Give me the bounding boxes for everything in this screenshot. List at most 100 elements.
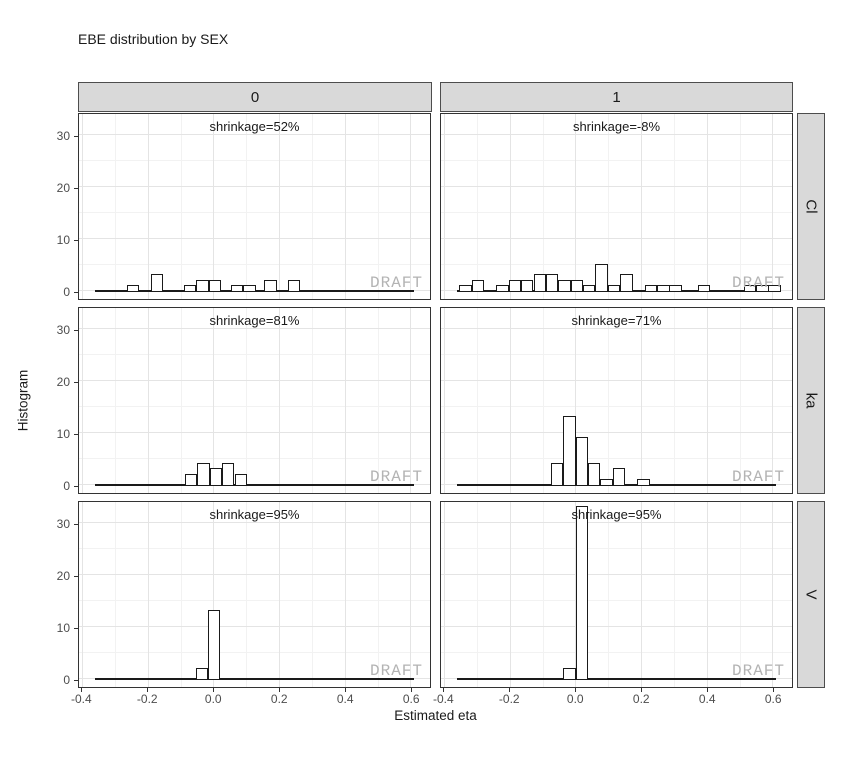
x-tick-mark	[443, 688, 445, 692]
histogram-bar	[657, 284, 670, 292]
x-tick-label: 0.6	[764, 692, 782, 706]
y-tick-label: 30	[56, 129, 70, 143]
gridline-major	[79, 328, 430, 329]
gridline-major	[147, 502, 149, 687]
x-tick-label: 0.0	[566, 692, 584, 706]
histogram-bar	[230, 284, 243, 292]
x-tick-mark	[147, 688, 149, 692]
facet-row-strip-v: V	[797, 501, 825, 688]
gridline-minor	[79, 406, 430, 407]
x-tick-mark	[575, 688, 577, 692]
x-tick-label: 0.6	[402, 692, 420, 706]
panel-cl-sex1: DRAFT shrinkage=-8%	[440, 113, 793, 300]
gridline-major	[441, 626, 792, 627]
x-tick-mark	[213, 688, 215, 692]
gridline-major	[344, 308, 346, 493]
panel-v-sex0: DRAFT shrinkage=95%	[78, 501, 431, 688]
y-tick-mark	[74, 434, 78, 435]
gridline-minor	[311, 114, 313, 299]
gridline-minor	[246, 308, 248, 493]
histogram-bar	[558, 279, 571, 292]
histogram-bar	[595, 264, 608, 292]
gridline-major	[772, 502, 774, 687]
gridline-minor	[608, 502, 610, 687]
draft-watermark: DRAFT	[369, 468, 423, 486]
y-tick-mark	[74, 188, 78, 189]
draft-watermark: DRAFT	[369, 274, 423, 292]
gridline-major	[82, 308, 84, 493]
panel-ka-sex1: DRAFT shrinkage=71%	[440, 307, 793, 494]
gridline-minor	[79, 458, 430, 459]
gridline-minor	[115, 502, 117, 687]
gridline-minor	[739, 308, 741, 493]
histogram-bar	[600, 478, 613, 486]
gridline-major	[772, 308, 774, 493]
gridline-major	[772, 114, 774, 299]
gridline-major	[279, 114, 281, 299]
y-tick-mark	[74, 628, 78, 629]
gridline-major	[706, 114, 708, 299]
gridline-major	[213, 114, 215, 299]
histogram-bar	[588, 463, 601, 486]
y-tick-label: 20	[56, 375, 70, 389]
y-tick-mark	[74, 486, 78, 487]
gridline-minor	[441, 548, 792, 549]
gridline-major	[279, 502, 281, 687]
gridline-minor	[542, 308, 544, 493]
gridline-major	[344, 114, 346, 299]
histogram-bar	[637, 478, 650, 486]
y-tick-mark	[74, 330, 78, 331]
y-tick-mark	[74, 382, 78, 383]
gridline-minor	[542, 114, 544, 299]
x-tick-mark	[279, 688, 281, 692]
draft-watermark: DRAFT	[731, 662, 785, 680]
draft-watermark: DRAFT	[369, 662, 423, 680]
gridline-minor	[441, 652, 792, 653]
facet-row-strip-ka: ka	[797, 307, 825, 494]
histogram-bar	[459, 284, 472, 292]
gridline-major	[441, 380, 792, 381]
histogram-bar	[768, 284, 781, 292]
histogram-bar	[644, 284, 658, 292]
draft-watermark: DRAFT	[731, 468, 785, 486]
x-tick-mark	[411, 688, 413, 692]
gridline-major	[79, 574, 430, 575]
y-tick-mark	[74, 680, 78, 681]
gridline-major	[641, 114, 643, 299]
gridline-minor	[441, 212, 792, 213]
histogram-bar	[697, 284, 711, 292]
histogram-bar	[471, 279, 485, 292]
x-tick-label: 0.4	[336, 692, 354, 706]
histogram-bar	[521, 279, 534, 292]
gridline-major	[444, 308, 446, 493]
x-tick-label: 0.0	[204, 692, 222, 706]
gridline-major	[641, 502, 643, 687]
gridline-major	[441, 432, 792, 433]
facet-row-label-ka: ka	[802, 392, 820, 409]
x-tick-mark	[641, 688, 643, 692]
histogram-bar	[563, 667, 576, 680]
gridline-minor	[79, 600, 430, 601]
x-tick-mark	[509, 688, 511, 692]
histogram-bar	[612, 468, 625, 486]
gridline-minor	[246, 502, 248, 687]
x-axis-title: Estimated eta	[394, 708, 477, 723]
facet-col-label-1: 1	[612, 88, 621, 106]
gridline-minor	[377, 502, 379, 687]
x-tick-mark	[81, 688, 83, 692]
gridline-minor	[441, 354, 792, 355]
facet-col-strip-1: 1	[440, 82, 793, 112]
gridline-major	[147, 308, 149, 493]
gridline-major	[82, 502, 84, 687]
histogram-bar	[669, 284, 682, 292]
gridline-major	[147, 114, 149, 299]
histogram-bar	[607, 284, 621, 292]
gridline-minor	[246, 114, 248, 299]
facet-row-label-cl: Cl	[802, 199, 820, 214]
gridline-minor	[477, 502, 479, 687]
gridline-minor	[180, 308, 182, 493]
gridline-minor	[441, 406, 792, 407]
gridline-major	[441, 134, 792, 135]
histogram-bar	[533, 274, 546, 292]
